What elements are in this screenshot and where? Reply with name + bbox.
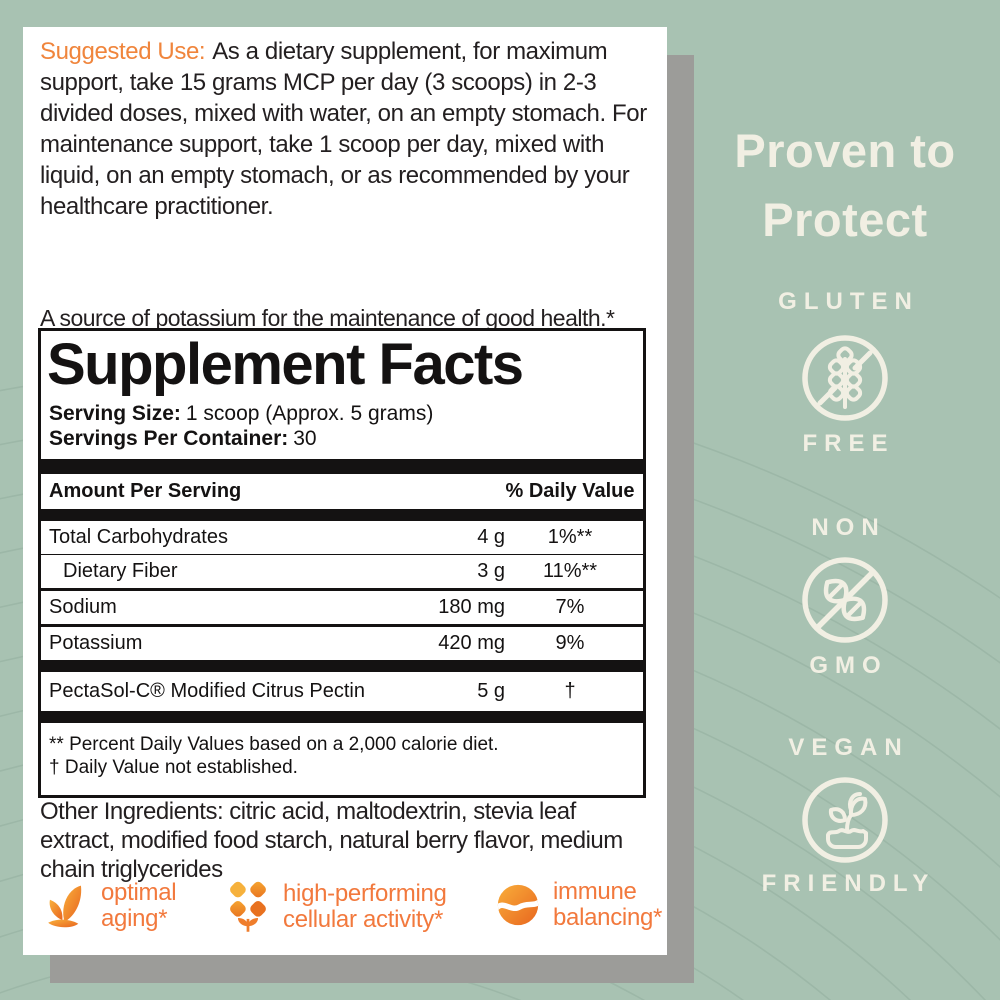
sphere-icon: [497, 884, 539, 926]
wheat-crossed-icon: [802, 335, 888, 421]
nutrient-name: Total Carbohydrates: [49, 526, 228, 548]
nutrient-amount: 3 g: [477, 560, 505, 582]
badge-non-label: NON: [811, 514, 886, 541]
nutrient-dv: 7%: [555, 596, 585, 618]
badge-friendly-label: FRIENDLY: [761, 870, 936, 897]
nutrient-name: Dietary Fiber: [63, 560, 178, 582]
benefit-label: optimal aging*: [101, 879, 177, 932]
divider-bar: [41, 509, 643, 521]
table-row-pectasol: PectaSol-C® Modified Citrus Pectin 5 g †: [41, 672, 643, 711]
table-row: Potassium 420 mg 9%: [41, 627, 643, 660]
nutrient-name: Sodium: [49, 596, 117, 618]
serving-size-line: Serving Size: 1 scoop (Approx. 5 grams): [49, 401, 635, 426]
benefit-label: immune balancing*: [553, 878, 663, 931]
benefit-optimal-aging: optimal aging*: [42, 879, 177, 933]
badge-gluten-label: GLUTEN: [778, 288, 919, 315]
table-row: Total Carbohydrates 4 g 1%**: [41, 521, 643, 555]
benefit-immune-balancing: immune balancing*: [496, 879, 662, 931]
footnote-not-established: † Daily Value not established.: [49, 757, 298, 778]
nutrient-amount: 420 mg: [438, 632, 505, 654]
nutrient-dv: †: [564, 680, 576, 702]
servings-label: Servings Per Container:: [49, 427, 289, 450]
nutrient-amount: 4 g: [477, 526, 505, 548]
divider-bar: [41, 711, 643, 723]
servings-value: 30: [293, 427, 317, 450]
benefit-label: high-performing cellular activity*: [283, 880, 447, 933]
nutrient-amount: 180 mg: [438, 596, 505, 618]
servings-per-container-line: Servings Per Container: 30: [49, 426, 635, 451]
table-row: Sodium 180 mg 7%: [41, 591, 643, 627]
headline: Proven to Protect: [690, 116, 1000, 254]
headline-line2: Protect: [762, 193, 928, 246]
other-ingredients-text: citric acid, maltodextrin, stevia leaf e…: [40, 798, 623, 883]
benefit-cellular-activity: high-performing cellular activity*: [226, 879, 447, 935]
amount-per-serving-header: Amount Per Serving: [49, 480, 242, 502]
daily-value-header: % Daily Value: [505, 480, 635, 502]
divider-bar: [41, 660, 643, 672]
dna-crossed-icon: [802, 557, 888, 643]
sprout-circle-icon: [802, 777, 888, 863]
leaves-icon: [230, 881, 266, 932]
footnote-daily-values: ** Percent Daily Values based on a 2,000…: [49, 734, 499, 755]
serving-size-value: 1 scoop (Approx. 5 grams): [185, 402, 434, 425]
headline-line1: Proven to: [734, 124, 956, 177]
divider-bar: [41, 459, 643, 474]
facts-footnotes: ** Percent Daily Values based on a 2,000…: [41, 723, 643, 795]
potassium-source-note: A source of potassium for the maintenanc…: [40, 305, 615, 331]
sprout-icon: [48, 885, 82, 928]
nutrient-amount: 5 g: [477, 680, 505, 702]
facts-header-row: Amount Per Serving % Daily Value: [41, 474, 643, 509]
serving-size-label: Serving Size:: [49, 402, 181, 425]
suggested-use-label: Suggested Use:: [40, 38, 206, 65]
badge-vegan-label: VEGAN: [788, 734, 909, 761]
nutrient-name: PectaSol-C® Modified Citrus Pectin: [49, 680, 365, 702]
other-ingredients-paragraph: Other Ingredients: citric acid, maltodex…: [40, 797, 650, 884]
badge-free-label: FREE: [802, 430, 895, 457]
benefits-row: optimal aging* high-performing cellular …: [40, 879, 662, 945]
serving-info: Serving Size: 1 scoop (Approx. 5 grams) S…: [41, 397, 643, 459]
right-panel: Proven to Protect GLUTEN FREE NON: [690, 0, 1000, 1000]
nutrient-dv: 1%**: [547, 526, 593, 548]
suggested-use-text: As a dietary supplement, for maximum sup…: [40, 38, 647, 220]
suggested-use-paragraph: Suggested Use: As a dietary supplement, f…: [40, 36, 658, 222]
other-ingredients-label: Other Ingredients:: [40, 798, 224, 825]
nutrient-dv: 9%: [555, 632, 585, 654]
badge-gmo-label: GMO: [809, 652, 888, 679]
table-row: Dietary Fiber 3 g 11%**: [41, 555, 643, 591]
nutrient-dv: 11%**: [542, 560, 598, 582]
nutrient-name: Potassium: [49, 632, 143, 654]
supplement-facts-panel: Supplement Facts Serving Size: 1 scoop (A…: [38, 328, 646, 798]
label-card: Suggested Use: As a dietary supplement, f…: [23, 27, 667, 955]
supplement-facts-title: Supplement Facts: [47, 332, 524, 397]
